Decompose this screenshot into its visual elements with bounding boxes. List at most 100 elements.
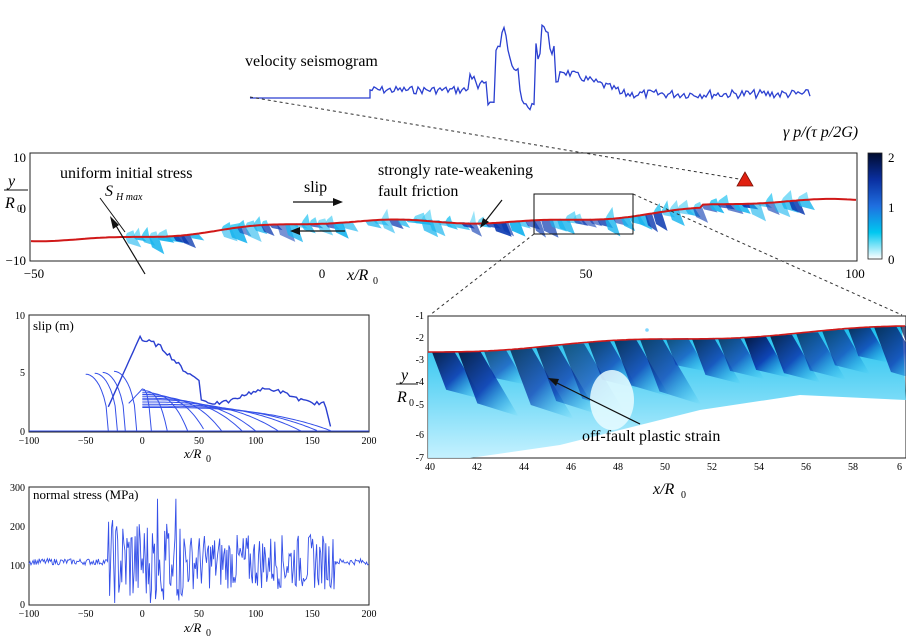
slip-ytick-5: 5: [20, 368, 25, 379]
friction-arrow-head: [480, 218, 489, 228]
stress-xlabel: x/R: [183, 620, 201, 635]
shmax-arrow-line: [114, 223, 146, 275]
zoom-ylabel-R: R: [396, 389, 407, 406]
zoom-annot: off-fault plastic strain: [582, 428, 720, 445]
stress-xticks: −100 −50 0 50 100 150 200: [19, 609, 377, 620]
slip-xtick-1: −50: [78, 436, 94, 447]
slip-xtick-2: 0: [140, 436, 145, 447]
shmax-arrow-head: [110, 216, 119, 229]
zoom-yticks: -1 -2 -3 -4 -5 -6 -7: [416, 311, 424, 464]
stress-xtick-1: −50: [78, 609, 94, 620]
zoom-xtick-48: 48: [613, 462, 623, 473]
slip-xticks: −100 −50 0 50 100 150 200: [19, 436, 377, 447]
fault-ytick-0: 0: [20, 201, 27, 216]
stress-xlabel-sub: 0: [206, 628, 211, 637]
zoom-link-right: [632, 193, 903, 316]
zoom-ylabel-y: y: [399, 367, 409, 384]
zoom-ytick-m4: -4: [416, 377, 424, 388]
colorbar-title: γ p/(τ p/2G): [783, 124, 858, 141]
zoom-ytick-m5: -5: [416, 400, 424, 411]
fault-panel-xlabel: x/R 0: [346, 267, 378, 287]
fault-panel-ylabel: y R 0: [4, 173, 28, 215]
zoom-xtick-40: 40: [425, 462, 435, 473]
zoom-ylabel-sub: 0: [409, 398, 414, 409]
fault-xtick-neg50: −50: [24, 266, 44, 281]
colorbar-gradient: [867, 152, 883, 260]
zoom-xtick-46: 46: [566, 462, 576, 473]
zoom-xtick-50: 50: [660, 462, 670, 473]
zoom-xlabel-sub: 0: [681, 490, 686, 501]
stress-annot-line: [99, 197, 126, 233]
annot-shmax: S: [105, 183, 113, 200]
fault-plastic-strain-zone: [125, 190, 815, 255]
stress-xtick-4: 100: [248, 609, 263, 620]
stress-xtick-3: 50: [194, 609, 204, 620]
zoom-box: [533, 193, 634, 235]
slip-xlabel-sub: 0: [206, 454, 211, 465]
normal-stress-trace: [28, 498, 369, 604]
zoom-ylabel: y R 0: [396, 367, 418, 409]
fault-panel-frame: [29, 152, 858, 262]
friction-arrow-line: [483, 199, 503, 224]
stress-ytick-100: 100: [10, 561, 25, 572]
zoom-link-left: [429, 233, 535, 316]
fault-xlabel-sub: 0: [373, 276, 378, 287]
zoom-xtick-54: 54: [754, 462, 764, 473]
fault-ylabel-R: R: [4, 195, 15, 212]
annot-friction-1: strongly rate-weakening: [378, 162, 533, 179]
station-triangle-icon: [736, 171, 754, 187]
colorbar-tick-1: 1: [888, 200, 895, 215]
zoom-xtick-44: 44: [519, 462, 529, 473]
zoom-xtick-6: 6: [897, 462, 902, 473]
zoom-ytick-m2: -2: [416, 333, 424, 344]
annot-shmax-sub: H max: [115, 192, 143, 203]
slip-ytick-0: 0: [20, 427, 25, 438]
stress-panel-title: normal stress (MPa): [33, 487, 138, 502]
annot-friction-2: fault friction: [378, 183, 458, 200]
fault-ytick-10: 10: [13, 150, 26, 165]
slip-arrow-bottom-head: [290, 227, 300, 235]
stress-xtick-2: 0: [140, 609, 145, 620]
annot-slip: slip: [304, 179, 327, 196]
slip-xtick-3: 50: [194, 436, 204, 447]
zoom-xticks: 40 42 44 46 48 50 52 54 56 58 6: [425, 462, 902, 473]
fault-ylabel-sub: 0: [17, 204, 22, 215]
fault-ylabel-y: y: [6, 173, 16, 190]
zoom-xtick-42: 42: [472, 462, 482, 473]
stress-xtick-5: 150: [305, 609, 320, 620]
slip-yticks: 10 5 0: [15, 311, 25, 438]
colorbar: γ p/(τ p/2G) 2 1 0: [783, 124, 895, 267]
slip-arrow-top-head: [333, 198, 343, 206]
zoom-annot-arrow-line: [554, 381, 641, 425]
fault-panel-xticks: −50 0 50 100: [24, 266, 865, 281]
stress-xtick-6: 200: [362, 609, 377, 620]
annot-uniform-stress: uniform initial stress: [60, 165, 192, 182]
slip-panel-title: slip (m): [33, 318, 74, 333]
zoom-ytick-m6: -6: [416, 430, 424, 441]
colorbar-tick-0: 0: [888, 252, 895, 267]
zoom-xtick-58: 58: [848, 462, 858, 473]
fault-xtick-0: 0: [319, 266, 326, 281]
stress-panel-frame: [28, 486, 370, 606]
fault-xtick-100: 100: [845, 266, 865, 281]
stress-ytick-0: 0: [20, 600, 25, 611]
zoom-annot-arrow-head: [548, 378, 559, 386]
zoom-xlabel: x/R: [652, 481, 675, 498]
fault-xtick-50: 50: [580, 266, 593, 281]
zoom-xtick-56: 56: [801, 462, 811, 473]
fault-xlabel: x/R: [346, 267, 369, 284]
zoom-plastic-strain: [428, 325, 906, 458]
zoom-ytick-m1: -1: [416, 311, 424, 322]
slip-ytick-10: 10: [15, 311, 25, 322]
stress-xtick-0: −100: [19, 609, 40, 620]
stress-ytick-300: 300: [10, 483, 25, 494]
fault-trace: [30, 197, 857, 243]
slip-xtick-5: 150: [305, 436, 320, 447]
zoom-ytick-m3: -3: [416, 355, 424, 366]
colorbar-tick-2: 2: [888, 150, 895, 165]
slip-xtick-6: 200: [362, 436, 377, 447]
slip-xtick-4: 100: [248, 436, 263, 447]
stress-ytick-200: 200: [10, 522, 25, 533]
slip-curves: [29, 334, 369, 432]
